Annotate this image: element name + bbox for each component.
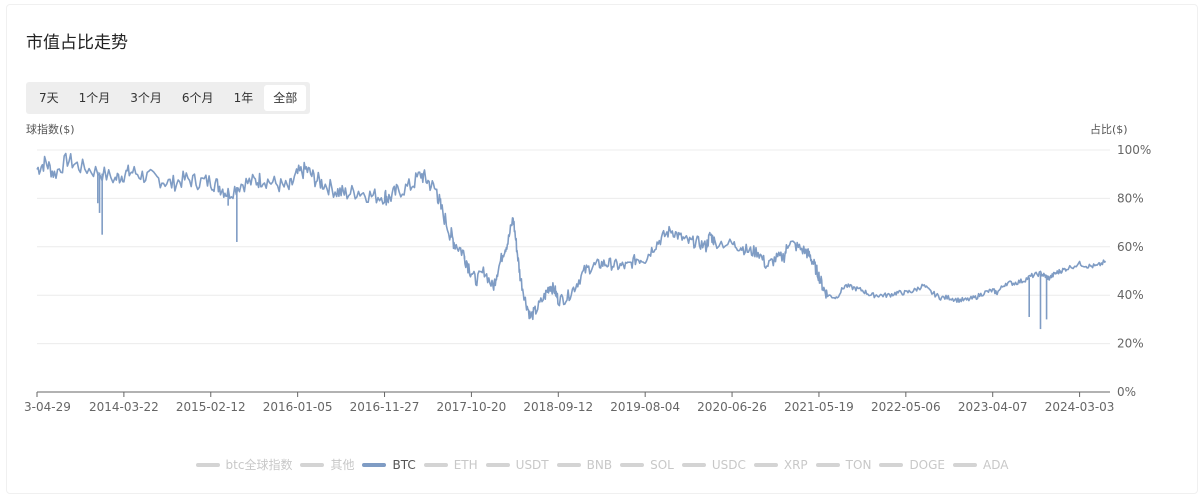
x-tick-label: 2015-02-12 — [176, 400, 246, 414]
legend-label: btc全球指数 — [225, 458, 293, 472]
range-1m-button[interactable]: 1个月 — [78, 91, 111, 105]
legend-label: ETH — [453, 457, 478, 472]
legend-swatch — [195, 462, 220, 467]
legend-label: USDC — [711, 457, 746, 472]
x-tick-label: 2020-06-26 — [697, 400, 767, 414]
x-tick-label: 2016-01-05 — [263, 400, 333, 414]
legend-item[interactable]: DOGE — [879, 456, 945, 473]
range-7d-button[interactable]: 7天 — [39, 91, 59, 105]
legend-item[interactable]: ETH — [423, 456, 478, 473]
legend-label: 其他 — [330, 458, 355, 472]
x-tick-label: 2022-05-06 — [871, 400, 941, 414]
legend-item[interactable]: USDT — [485, 456, 549, 473]
y-tick-label: 100% — [1117, 143, 1151, 157]
legend-swatch — [953, 462, 978, 467]
range-3m-button[interactable]: 3个月 — [130, 91, 162, 105]
legend-item[interactable]: USDC — [681, 456, 746, 473]
range-selector: 7天 1个月 3个月 6个月 1年 全部 — [26, 82, 311, 114]
range-6m-button[interactable]: 6个月 — [181, 91, 214, 105]
legend-swatch — [423, 462, 448, 467]
right-axis-title: 占比($) — [1090, 123, 1128, 136]
legend-label: TON — [845, 457, 872, 472]
range-all-button[interactable]: 全部 — [264, 85, 307, 111]
page-title: 市值占比走势 — [26, 33, 128, 53]
y-tick-label: 60% — [1117, 240, 1144, 254]
legend-item[interactable]: 其他 — [300, 456, 354, 473]
y-tick-label: 0% — [1117, 385, 1136, 399]
legend-item[interactable]: XRP — [753, 456, 808, 473]
legend-label: XRP — [783, 457, 808, 472]
legend-item[interactable]: btc全球指数 — [195, 456, 293, 473]
legend-swatch — [815, 462, 840, 467]
legend: btc全球指数 其他 BTC ETH USDT BNB SOL USDC XRP TON DOGE A… — [0, 456, 1204, 473]
y-tick-label: 20% — [1117, 337, 1144, 351]
x-tick-label: 2021-05-19 — [784, 400, 854, 414]
x-tick-label: 2024-03-03 — [1045, 400, 1115, 414]
legend-swatch — [753, 462, 778, 467]
x-tick-label: 2014-03-22 — [89, 400, 159, 414]
x-tick-label: 2017-10-20 — [437, 400, 507, 414]
legend-item[interactable]: ADA — [953, 456, 1008, 473]
legend-item[interactable]: TON — [815, 456, 872, 473]
x-tick-label: 2019-08-04 — [610, 400, 680, 414]
y-tick-label: 40% — [1117, 288, 1144, 302]
legend-label: DOGE — [909, 457, 946, 472]
legend-item[interactable]: SOL — [620, 456, 674, 473]
x-tick-label: 2016-11-27 — [350, 400, 420, 414]
legend-swatch — [879, 462, 904, 467]
legend-item[interactable]: BNB — [556, 456, 613, 473]
legend-swatch — [681, 462, 706, 467]
legend-swatch — [300, 462, 325, 467]
btc-series-line — [36, 152, 1107, 321]
legend-swatch — [556, 462, 581, 467]
legend-swatch — [620, 462, 645, 467]
legend-item[interactable]: BTC — [362, 456, 416, 473]
x-tick-label: 2023-04-07 — [958, 400, 1028, 414]
left-axis-title: 球指数($) — [26, 123, 75, 136]
legend-label: BNB — [586, 457, 613, 472]
legend-swatch — [485, 462, 510, 467]
legend-label: SOL — [650, 457, 674, 472]
x-tick-label: 3-04-29 — [24, 400, 71, 414]
x-tick-label: 2018-09-12 — [523, 400, 593, 414]
legend-label: BTC — [392, 457, 416, 472]
range-1y-button[interactable]: 1年 — [233, 91, 254, 105]
legend-swatch — [362, 462, 387, 467]
line-chart: 0% 20% 40% 60% 80% 100% 3-04-29 2014-03-22 2015-… — [24, 143, 1151, 414]
legend-label: ADA — [983, 457, 1009, 472]
y-tick-label: 80% — [1117, 191, 1144, 205]
legend-label: USDT — [515, 457, 549, 472]
